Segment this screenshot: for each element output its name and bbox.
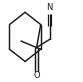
Text: O: O bbox=[33, 71, 40, 80]
Text: N: N bbox=[46, 3, 53, 12]
